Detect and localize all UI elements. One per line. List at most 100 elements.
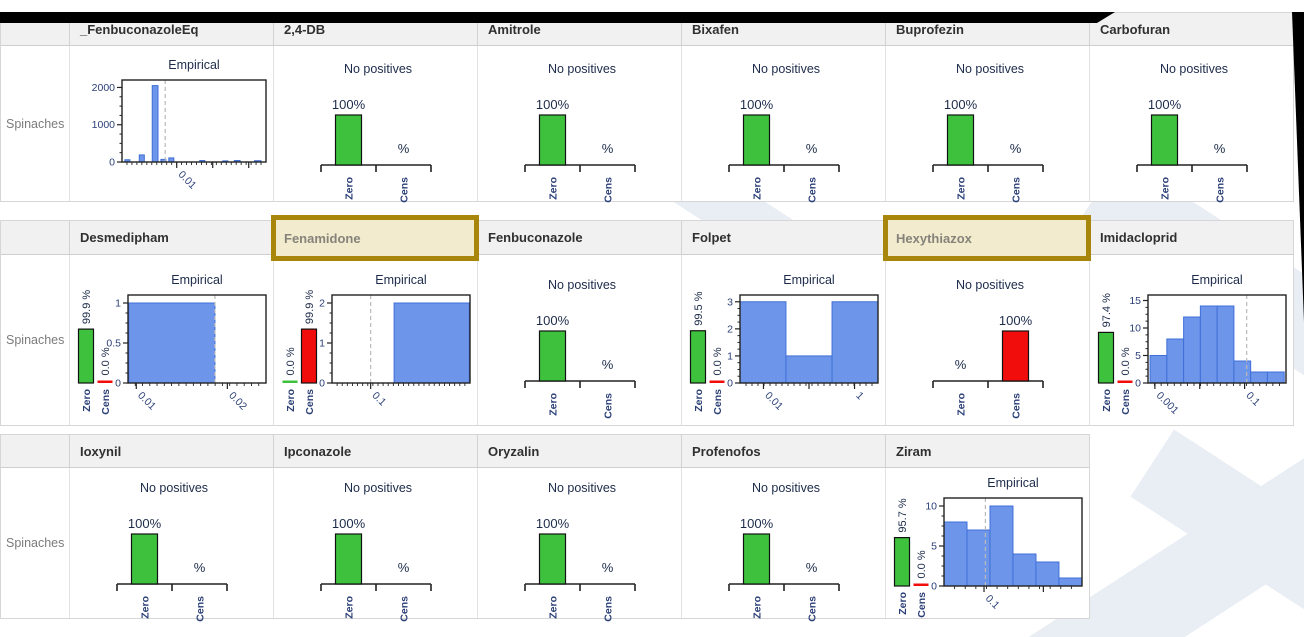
chart-cell-2-4-db[interactable]: No positives 100% Zero% Cens: [273, 46, 477, 202]
hist-bar: [1266, 371, 1285, 384]
column-header-ioxynil[interactable]: Ioxynil: [69, 435, 273, 468]
column-header-ipconazole[interactable]: Ipconazole: [273, 435, 477, 468]
x-axis: [523, 583, 636, 591]
x-axis: [319, 163, 432, 172]
y-tick-label: 1: [115, 298, 121, 310]
column-header-hexythiazox[interactable]: Hexythiazox: [883, 215, 1091, 261]
zero-minibar: [77, 328, 94, 384]
column-header-label: Imidacloprid: [1100, 230, 1178, 245]
x-axis: [319, 583, 432, 591]
pct-label: %: [397, 560, 409, 575]
chart-title: Empirical: [171, 273, 222, 287]
chart-cell-oryzalin[interactable]: No positives 100% Zero% Cens: [477, 468, 681, 622]
chart-cell-amitrole[interactable]: No positives 100% Zero% Cens: [477, 46, 681, 202]
rotated-label: Zero: [955, 393, 967, 416]
pct-label: 100%: [943, 97, 977, 112]
chart-cell-folpet[interactable]: Empirical 99.5 % Zero 0.0 % Cens 3 2 1 0 0.01 1: [681, 255, 885, 425]
column-header-folpet[interactable]: Folpet: [681, 221, 885, 255]
column-header-fenbuconazole[interactable]: Fenbuconazole: [477, 221, 681, 255]
chart-cell-carbofuran[interactable]: No positives 100% Zero% Cens: [1089, 46, 1293, 202]
chart-cell-buprofezin[interactable]: No positives 100% Zero% Cens: [885, 46, 1089, 202]
rotated-label: Zero: [693, 389, 705, 412]
categorical-chart: No positives 100% Zero% Cens: [523, 278, 636, 419]
rotated-label: 0.0 %: [916, 550, 928, 578]
column-header-carbofuran[interactable]: Carbofuran: [1089, 13, 1293, 46]
y-tick-label: 0: [1135, 378, 1141, 390]
top-banner: [0, 12, 1115, 23]
pct-label: %: [805, 560, 817, 575]
results-grid: _FenbuconazoleEq 2,4-DB Amitrole Bixafen Bup…: [0, 12, 1304, 622]
column-header-fenamidone[interactable]: Fenamidone: [271, 215, 479, 261]
rotated-label: 99.9 %: [81, 290, 93, 324]
hist-bar: [1232, 360, 1251, 384]
column-header-desmedipham[interactable]: Desmedipham: [69, 221, 273, 255]
chart-title: No positives: [955, 278, 1023, 292]
chart-title: No positives: [139, 481, 207, 495]
zero-minibar: [893, 536, 910, 587]
results-table-2: Desmedipham Fenamidone Fenbuconazole Folpet…: [0, 215, 1294, 426]
chart-cell-desmedipham[interactable]: Empirical 99.9 % Zero 0.0 % Cens 1 0.5 0 0.01 0.0…: [69, 255, 273, 425]
rotated-label: Zero: [343, 596, 355, 619]
chart-cell-ziram[interactable]: Empirical 95.7 % Zero 0.0 % Cens 10 5 0 0.1: [885, 468, 1089, 618]
column-header-label: Fenamidone: [284, 230, 361, 246]
x-axis: [727, 163, 840, 172]
rotated-label: 0.01: [175, 168, 198, 191]
cens-minibar: [709, 380, 724, 383]
pct-label: 100%: [535, 313, 569, 328]
column-header-ziram[interactable]: Ziram: [885, 435, 1089, 468]
chart-title: No positives: [1159, 62, 1227, 76]
y-tick-label: 1000: [91, 119, 115, 131]
column-header-label: Ipconazole: [284, 443, 352, 459]
row-label-spinaches: Spinaches: [1, 468, 69, 618]
chart-cell-hexythiazox[interactable]: No positives% Zero 100% Cens: [885, 255, 1089, 425]
rotated-label: Cens: [304, 389, 316, 415]
rotated-label: Zero: [1159, 177, 1171, 200]
zero-bar: [538, 330, 566, 382]
hist-bar: [1149, 355, 1167, 384]
chart-title: Empirical: [168, 58, 219, 72]
column-header-oryzalin[interactable]: Oryzalin: [477, 435, 681, 468]
categorical-chart: No positives 100% Zero% Cens: [931, 62, 1044, 202]
rotated-label: 99.5 %: [693, 291, 705, 325]
column-header-profenofos[interactable]: Profenofos: [681, 435, 885, 468]
column-header-imidacloprid[interactable]: Imidacloprid: [1089, 221, 1293, 255]
rotated-label: Zero: [751, 177, 763, 200]
categorical-chart: No positives 100% Zero% Cens: [1135, 62, 1248, 202]
column-header-label: Bixafen: [692, 21, 739, 37]
chart-title: No positives: [547, 278, 615, 292]
corner-header-cell: [1, 221, 69, 255]
rotated-label: Zero: [955, 177, 967, 200]
rotated-label: Cens: [916, 592, 928, 618]
chart-cell-profenofos[interactable]: No positives 100% Zero% Cens: [681, 468, 885, 622]
chart-title: No positives: [955, 62, 1023, 76]
column-header-label: Carbofuran: [1100, 21, 1171, 37]
chart-cell-fenamidone[interactable]: Empirical 0.0 % Zero 99.9 % Cens 2 1 0 0.1: [273, 255, 477, 425]
hist-bar: [784, 355, 833, 384]
chart-cell-fenbuconazole[interactable]: No positives 100% Zero% Cens: [477, 255, 681, 425]
rotated-label: Cens: [398, 176, 410, 202]
pct-label: %: [805, 141, 817, 156]
chart-title: No positives: [343, 62, 411, 76]
pct-label: %: [193, 560, 205, 575]
empirical-chart: Empirical 97.4 % Zero 0.0 % Cens 15 10 5 0 0.001 0…: [1097, 273, 1287, 417]
cens-minibar: [913, 583, 928, 586]
y-tick-label: 0: [931, 581, 937, 593]
rotated-label: Cens: [712, 389, 724, 415]
pct-label: 100%: [739, 97, 773, 112]
zero-bar: [742, 113, 770, 166]
y-tick-label: 0: [109, 156, 115, 168]
chart-cell-fenbuconazoleeq[interactable]: Empirical 2000 1000 0 0.01: [69, 46, 273, 201]
cens-minibar: [300, 328, 317, 384]
rotated-label: Zero: [1101, 389, 1113, 412]
chart-cell-bixafen[interactable]: No positives 100% Zero% Cens: [681, 46, 885, 202]
hist-bar: [138, 153, 145, 163]
chart-cell-ipconazole[interactable]: No positives 100% Zero% Cens: [273, 468, 477, 622]
chart-cell-ioxynil[interactable]: No positives 100% Zero% Cens: [69, 468, 273, 622]
rotated-label: 0.0 %: [1120, 347, 1132, 375]
rotated-label: Cens: [1010, 393, 1022, 419]
y-tick-label: 0.5: [106, 338, 121, 350]
column-header-label: Oryzalin: [488, 443, 540, 459]
hist-bar: [151, 84, 158, 162]
chart-cell-imidacloprid[interactable]: Empirical 97.4 % Zero 0.0 % Cens 15 10 5 0 0.001 0…: [1089, 255, 1293, 425]
rotated-label: Zero: [751, 596, 763, 619]
